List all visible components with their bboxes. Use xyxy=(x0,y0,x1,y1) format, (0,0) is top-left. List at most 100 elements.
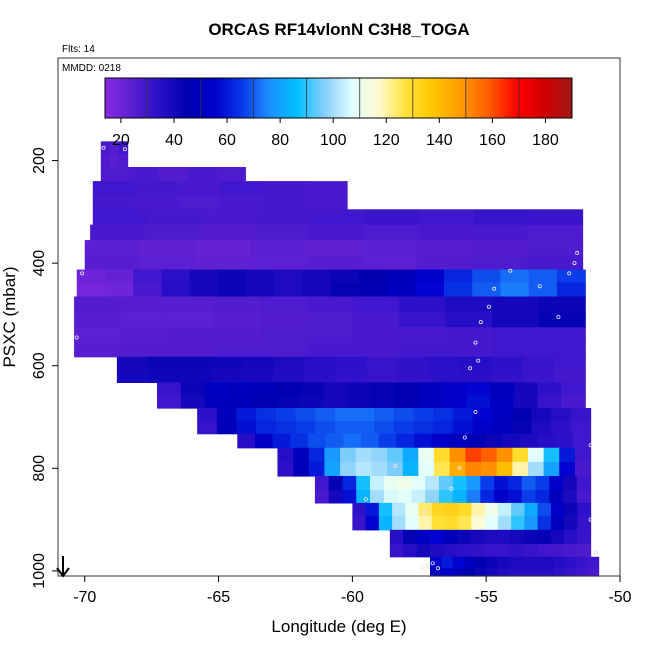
heat-cell xyxy=(486,568,499,577)
heat-cell xyxy=(352,311,400,328)
heat-cell xyxy=(213,327,261,344)
heat-cell xyxy=(314,490,330,504)
colorbar-swatch xyxy=(181,78,186,118)
heat-cell xyxy=(466,490,481,504)
heat-cell xyxy=(465,461,482,477)
colorbar-swatch xyxy=(171,78,175,118)
heat-cell xyxy=(431,502,446,517)
colorbar-swatch xyxy=(115,78,119,118)
heat-cell xyxy=(416,543,431,558)
heat-cell xyxy=(370,475,385,491)
heat-cell xyxy=(511,502,525,517)
heat-cell xyxy=(405,502,420,517)
heat-cell xyxy=(250,240,307,257)
colorbar-swatch xyxy=(335,78,339,118)
colorbar-swatch xyxy=(524,78,528,118)
colorbar-swatch xyxy=(232,78,236,118)
heat-cell xyxy=(542,568,555,577)
heat-cell xyxy=(419,209,475,226)
colorbar-swatch xyxy=(532,78,536,118)
heat-cell xyxy=(405,515,420,531)
heat-cell xyxy=(555,433,574,449)
x-tick-label: -65 xyxy=(207,589,230,606)
heat-cell xyxy=(295,420,316,435)
heat-cell xyxy=(387,461,404,477)
heat-cell xyxy=(158,166,189,182)
colorbar-swatch xyxy=(561,78,565,118)
heat-cell xyxy=(492,327,540,344)
colorbar: 20 40 60 80 100 120 140 160 180 xyxy=(104,77,573,149)
colorbar-swatch xyxy=(168,78,172,118)
heat-cell xyxy=(577,502,592,517)
heat-cell xyxy=(474,556,487,569)
heat-cell xyxy=(387,282,417,298)
colorbar-swatch xyxy=(160,78,164,118)
heat-cell xyxy=(378,502,393,517)
heat-cell xyxy=(433,408,454,422)
heat-cell xyxy=(104,282,134,298)
heat-cell xyxy=(116,356,149,371)
heat-cell xyxy=(473,224,529,241)
heat-cell xyxy=(393,408,415,422)
heat-cell xyxy=(576,490,592,504)
colorbar-swatch xyxy=(176,78,180,118)
heat-cell xyxy=(587,568,600,577)
heat-cell xyxy=(116,369,149,383)
colorbar-swatch xyxy=(465,78,470,118)
heat-cell xyxy=(308,447,326,463)
colorbar-swatch xyxy=(282,78,286,118)
heat-cell xyxy=(315,408,336,422)
heat-cell xyxy=(531,408,552,422)
colorbar-swatch xyxy=(250,78,255,118)
colorbar-swatch xyxy=(264,78,268,118)
heat-cell xyxy=(307,433,327,449)
heat-cell xyxy=(354,420,375,435)
colorbar-swatch xyxy=(420,78,424,118)
heat-cell xyxy=(92,209,148,226)
heat-cell xyxy=(259,296,307,313)
colorbar-swatch xyxy=(359,78,363,118)
heat-cell xyxy=(104,269,134,283)
heat-cell xyxy=(472,420,493,435)
heat-cell xyxy=(431,515,446,531)
heat-cell xyxy=(366,369,399,383)
heat-cell xyxy=(189,269,219,283)
colorbar-swatch xyxy=(415,78,419,118)
heat-cell xyxy=(492,342,540,358)
heat-cell xyxy=(508,556,521,569)
colorbar-swatch xyxy=(134,78,138,118)
colorbar-swatch xyxy=(200,78,204,118)
heat-cell xyxy=(415,269,445,283)
colorbar-swatch xyxy=(476,78,480,118)
heat-cell xyxy=(262,195,306,210)
heat-cell xyxy=(494,490,509,504)
flight-point xyxy=(492,286,497,291)
heat-cell xyxy=(275,420,297,435)
flight-point xyxy=(567,271,572,276)
heat-cell xyxy=(133,269,163,283)
colorbar-swatch xyxy=(460,78,464,118)
heat-cell xyxy=(306,296,354,313)
heat-cell xyxy=(109,141,120,155)
heat-cell xyxy=(484,515,499,531)
flight-point xyxy=(593,550,598,555)
colorbar-swatch xyxy=(407,78,411,118)
heat-cell xyxy=(343,433,362,449)
heat-cell xyxy=(550,529,565,545)
heat-cell xyxy=(551,420,572,435)
heat-cell xyxy=(443,282,473,298)
flight-point xyxy=(473,409,478,414)
heat-cell xyxy=(445,515,459,531)
heat-cell xyxy=(429,529,444,545)
heat-cell xyxy=(397,356,430,371)
heat-cell xyxy=(528,282,558,298)
colorbar-swatch xyxy=(489,78,493,118)
heat-cell xyxy=(561,382,586,396)
heat-cell xyxy=(411,475,426,491)
colorbar-swatch xyxy=(317,78,321,118)
flight-points xyxy=(74,145,598,571)
heat-cell xyxy=(466,382,491,396)
heat-cell xyxy=(256,420,277,435)
colorbar-swatch xyxy=(534,78,538,118)
heat-cell xyxy=(434,447,451,463)
